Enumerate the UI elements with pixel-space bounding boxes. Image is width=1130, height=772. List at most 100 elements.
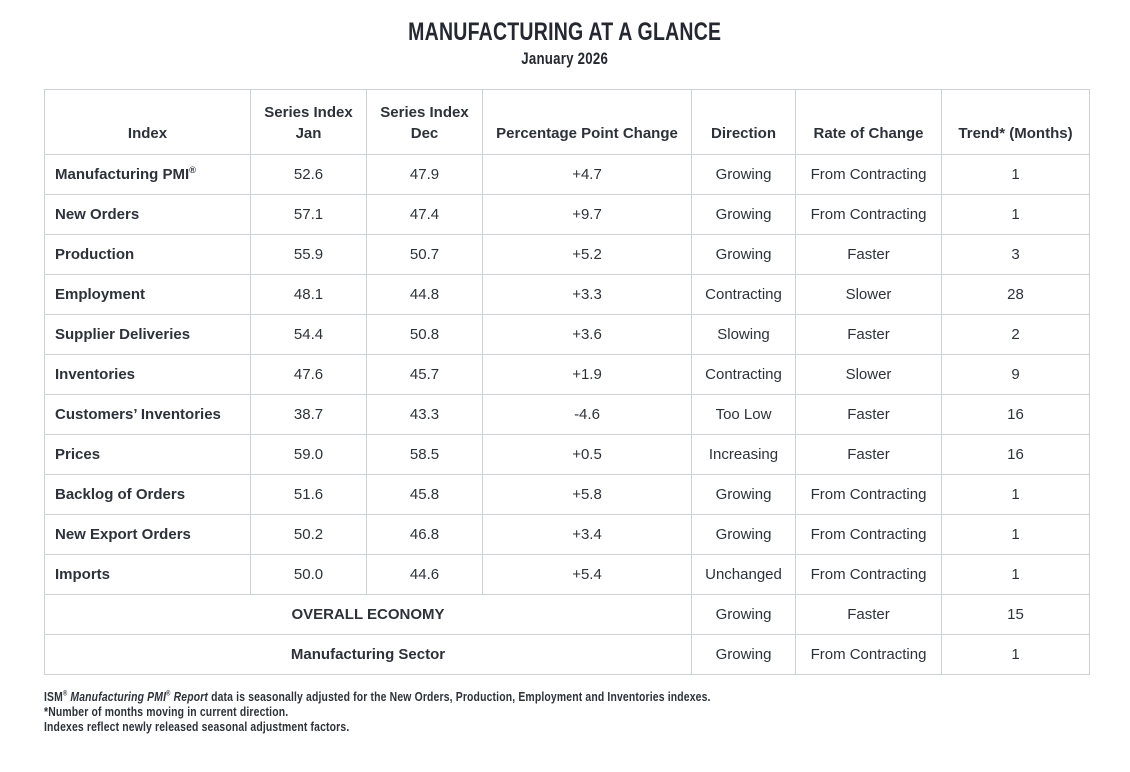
col-header-rate-of-change: Rate of Change xyxy=(795,89,942,155)
table-row-inventories: Inventories 47.6 45.7 +1.9 Contracting S… xyxy=(44,354,1090,395)
page-title: MANUFACTURING AT A GLANCE xyxy=(408,18,722,46)
index-label: Manufacturing PMI xyxy=(55,166,190,183)
footnotes: ISM® Manufacturing PMI® Report data is s… xyxy=(44,689,1130,734)
cell-trend-months: 16 xyxy=(941,434,1090,475)
cell-rate-of-change: Slower xyxy=(795,274,942,315)
table-row-new-export-orders: New Export Orders 50.2 46.8 +3.4 Growing… xyxy=(44,514,1090,555)
registered-mark: ® xyxy=(62,689,68,698)
cell-direction: Contracting xyxy=(691,274,796,315)
cell-percentage-point-change: +9.7 xyxy=(482,194,692,235)
cell-direction: Growing xyxy=(691,514,796,555)
cell-trend-months: 1 xyxy=(941,154,1090,195)
cell-series-index-dec: 47.4 xyxy=(366,194,483,235)
cell-series-index-jan: 52.6 xyxy=(250,154,367,195)
cell-rate-of-change: Faster xyxy=(795,594,942,635)
table-row-employment: Employment 48.1 44.8 +3.3 Contracting Sl… xyxy=(44,274,1090,315)
cell-index-name: Prices xyxy=(44,434,251,475)
cell-direction: Slowing xyxy=(691,314,796,355)
cell-index-name: Imports xyxy=(44,554,251,595)
cell-percentage-point-change: +1.9 xyxy=(482,354,692,395)
header-row: Index Series Index Jan Series Index Dec … xyxy=(44,89,1090,155)
manufacturing-at-a-glance-table: Index Series Index Jan Series Index Dec … xyxy=(44,89,1090,675)
table-row-new-orders: New Orders 57.1 47.4 +9.7 Growing From C… xyxy=(44,194,1090,235)
cell-trend-months: 16 xyxy=(941,394,1090,435)
cell-trend-months: 1 xyxy=(941,194,1090,235)
cell-series-index-jan: 47.6 xyxy=(250,354,367,395)
cell-rate-of-change: From Contracting xyxy=(795,634,942,675)
table-row-prices: Prices 59.0 58.5 +0.5 Increasing Faster … xyxy=(44,434,1090,475)
cell-direction: Unchanged xyxy=(691,554,796,595)
cell-series-index-dec: 45.8 xyxy=(366,474,483,515)
cell-series-index-dec: 47.9 xyxy=(366,154,483,195)
cell-direction: Growing xyxy=(691,194,796,235)
subtitle-row: January 2026 xyxy=(0,49,1130,69)
table-row-imports: Imports 50.0 44.6 +5.4 Unchanged From Co… xyxy=(44,554,1090,595)
cell-index-name: Inventories xyxy=(44,354,251,395)
cell-rate-of-change: From Contracting xyxy=(795,514,942,555)
cell-index-name: Supplier Deliveries xyxy=(44,314,251,355)
cell-percentage-point-change: +3.6 xyxy=(482,314,692,355)
cell-rate-of-change: From Contracting xyxy=(795,154,942,195)
cell-direction: Growing xyxy=(691,474,796,515)
cell-index-name: New Export Orders xyxy=(44,514,251,555)
table-row-customers-inventories: Customers’ Inventories 38.7 43.3 -4.6 To… xyxy=(44,394,1090,435)
registered-mark: ® xyxy=(166,689,171,698)
footnote-text: data is seasonally adjusted for the New … xyxy=(211,689,711,704)
registered-mark: ® xyxy=(189,165,197,175)
cell-percentage-point-change: +4.7 xyxy=(482,154,692,195)
col-header-series-index-jan: Series Index Jan xyxy=(250,89,367,155)
cell-percentage-point-change: +3.3 xyxy=(482,274,692,315)
cell-percentage-point-change: +5.2 xyxy=(482,234,692,275)
cell-series-index-dec: 44.8 xyxy=(366,274,483,315)
cell-trend-months: 3 xyxy=(941,234,1090,275)
cell-series-index-dec: 43.3 xyxy=(366,394,483,435)
cell-series-index-dec: 50.8 xyxy=(366,314,483,355)
cell-rate-of-change: Faster xyxy=(795,234,942,275)
title-row: MANUFACTURING AT A GLANCE xyxy=(0,18,1130,47)
cell-direction: Growing xyxy=(691,634,796,675)
cell-direction: Increasing xyxy=(691,434,796,475)
cell-direction: Too Low xyxy=(691,394,796,435)
cell-series-index-dec: 58.5 xyxy=(366,434,483,475)
footnote-report-title: Manufacturing PMI xyxy=(70,689,167,704)
cell-series-index-jan: 48.1 xyxy=(250,274,367,315)
cell-rate-of-change: From Contracting xyxy=(795,554,942,595)
cell-rate-of-change: Faster xyxy=(795,394,942,435)
cell-rate-of-change: Slower xyxy=(795,354,942,395)
cell-trend-months: 28 xyxy=(941,274,1090,315)
cell-rate-of-change: Faster xyxy=(795,434,942,475)
table-row-supplier-deliveries: Supplier Deliveries 54.4 50.8 +3.6 Slowi… xyxy=(44,314,1090,355)
cell-trend-months: 9 xyxy=(941,354,1090,395)
table-header: Index Series Index Jan Series Index Dec … xyxy=(44,89,1090,155)
cell-index-name: Employment xyxy=(44,274,251,315)
cell-series-index-dec: 45.7 xyxy=(366,354,483,395)
cell-series-index-jan: 50.2 xyxy=(250,514,367,555)
col-header-percentage-point-change: Percentage Point Change xyxy=(482,89,692,155)
col-header-series-index-dec: Series Index Dec xyxy=(366,89,483,155)
footnote-line-3: Indexes reflect newly released seasonal … xyxy=(44,719,350,734)
cell-series-index-jan: 51.6 xyxy=(250,474,367,515)
cell-rate-of-change: Faster xyxy=(795,314,942,355)
cell-percentage-point-change: +5.8 xyxy=(482,474,692,515)
cell-index-name: Customers’ Inventories xyxy=(44,394,251,435)
footnote-line-2: *Number of months moving in current dire… xyxy=(44,704,289,719)
cell-trend-months: 1 xyxy=(941,634,1090,675)
cell-direction: Growing xyxy=(691,234,796,275)
cell-percentage-point-change: +5.4 xyxy=(482,554,692,595)
col-header-index: Index xyxy=(44,89,251,155)
table-row-production: Production 55.9 50.7 +5.2 Growing Faster… xyxy=(44,234,1090,275)
cell-series-index-dec: 44.6 xyxy=(366,554,483,595)
footnote-org: ISM xyxy=(44,689,63,704)
cell-percentage-point-change: +3.4 xyxy=(482,514,692,555)
cell-series-index-jan: 59.0 xyxy=(250,434,367,475)
col-header-direction: Direction xyxy=(691,89,796,155)
cell-series-index-jan: 38.7 xyxy=(250,394,367,435)
cell-percentage-point-change: -4.6 xyxy=(482,394,692,435)
cell-index-name: New Orders xyxy=(44,194,251,235)
cell-trend-months: 1 xyxy=(941,554,1090,595)
table-row-manufacturing-pmi: Manufacturing PMI® 52.6 47.9 +4.7 Growin… xyxy=(44,154,1090,195)
cell-trend-months: 2 xyxy=(941,314,1090,355)
cell-rate-of-change: From Contracting xyxy=(795,474,942,515)
cell-direction: Contracting xyxy=(691,354,796,395)
cell-series-index-jan: 54.4 xyxy=(250,314,367,355)
